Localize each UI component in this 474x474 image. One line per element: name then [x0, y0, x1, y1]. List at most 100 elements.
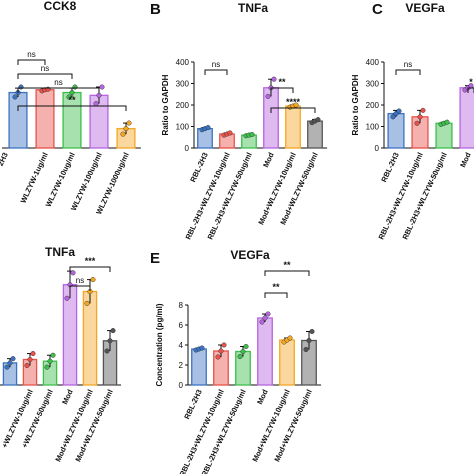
data-point — [271, 76, 277, 82]
data-point — [265, 311, 271, 317]
significance-bracket — [264, 292, 288, 298]
chart-title: VEGFa — [405, 1, 445, 15]
data-point — [390, 114, 396, 120]
data-point — [396, 108, 402, 114]
y-tick-label: 2 — [179, 361, 184, 370]
bar — [285, 105, 301, 149]
data-point — [27, 357, 33, 363]
y-axis-label: Concentration (pg/ml) — [155, 303, 164, 386]
panel-letter: B — [150, 1, 161, 18]
bar — [435, 122, 453, 149]
category-label: WLZYW-1ug/ml — [18, 151, 49, 205]
data-point — [47, 358, 53, 364]
data-point — [107, 338, 113, 344]
significance-bracket — [69, 285, 91, 291]
data-point — [84, 300, 90, 306]
bar — [307, 120, 323, 149]
data-point — [70, 270, 76, 276]
significance-label: ns — [54, 78, 62, 87]
chart-panel-1: CCK8WLZYW-1ug/mlWLZYW-10ug/mlWLZYW-100ug… — [0, 0, 141, 216]
y-tick-label: 400 — [366, 58, 380, 67]
bar — [191, 348, 207, 386]
bar — [459, 87, 474, 149]
significance-label: ** — [68, 95, 76, 105]
chart-title: VEGFa — [230, 248, 270, 262]
y-axis-label: Ratio to GAPDH — [351, 74, 360, 135]
data-point — [309, 329, 315, 335]
significance-label: ns — [41, 64, 49, 73]
data-point — [420, 107, 426, 113]
data-point — [50, 352, 56, 358]
bar — [257, 317, 273, 386]
significance-bracket — [264, 270, 310, 276]
category-label: RBL-2H3 — [182, 388, 204, 421]
significance-bracket — [395, 69, 421, 75]
category-label: Mod — [255, 388, 270, 406]
data-point — [90, 277, 96, 283]
bar — [8, 91, 28, 149]
category-label: RBL-2H3+WLZYW-50ug/ml — [205, 151, 253, 241]
y-tick-label: 200 — [366, 101, 380, 110]
y-tick-label: 0 — [185, 144, 190, 153]
significance-bracket — [17, 59, 46, 65]
chart-title: CCK8 — [44, 0, 77, 13]
data-point — [293, 102, 299, 108]
data-point — [199, 345, 205, 351]
y-tick-label: 200 — [176, 101, 190, 110]
y-tick-label: 8 — [179, 301, 184, 310]
category-label: RBL-2H3 — [188, 151, 210, 184]
data-point — [24, 362, 30, 368]
data-point — [417, 114, 423, 120]
data-point — [237, 354, 243, 360]
significance-label: *** — [85, 256, 96, 266]
category-label: Mod+WLZYW-50ug/ml — [73, 388, 114, 463]
data-point — [72, 84, 78, 90]
y-tick-label: 400 — [176, 58, 190, 67]
y-tick-label: 100 — [366, 123, 380, 132]
data-point — [69, 90, 75, 96]
data-point — [303, 347, 309, 353]
y-tick-label: 100 — [176, 123, 190, 132]
data-point — [315, 117, 321, 123]
significance-label: ns — [404, 60, 412, 69]
panel-letter: E — [150, 250, 160, 267]
y-tick-label: 4 — [179, 341, 184, 350]
y-tick-label: 0 — [179, 381, 184, 390]
data-point — [221, 342, 227, 348]
significance-bracket — [17, 73, 73, 79]
chart-panel-2: B TNFa 0 100 200 300 400 Ratio to GAPDH RBL-2H3R… — [150, 1, 328, 241]
category-label: RBL-2H3+WLZYW-10ug/ml — [376, 151, 424, 241]
data-point — [99, 84, 105, 90]
data-point — [249, 131, 255, 137]
significance-label: ns — [212, 60, 220, 69]
data-point — [259, 319, 265, 325]
data-point — [265, 93, 271, 99]
significance-label: ns — [76, 276, 84, 285]
y-axis-label: Ratio to GAPDH — [161, 74, 170, 135]
significance-label: ** — [278, 77, 286, 87]
data-point — [126, 120, 132, 126]
data-point — [12, 94, 18, 100]
bar — [279, 339, 295, 386]
data-point — [96, 92, 102, 98]
chart-panel-4: TNFa+WLZYW-10ug/ml+WLZYW-50ug/ml ModMod+W… — [0, 245, 121, 463]
chart-title: TNFa — [238, 1, 268, 15]
data-point — [44, 364, 50, 370]
y-tick-label: 300 — [366, 80, 380, 89]
significance-bracket — [17, 87, 100, 93]
bar — [82, 290, 98, 386]
data-point — [64, 295, 70, 301]
significance-label: ns — [27, 50, 35, 59]
data-point — [287, 335, 293, 341]
data-point — [243, 344, 249, 350]
data-point — [104, 348, 110, 354]
data-point — [66, 94, 72, 100]
chart-title: TNFa — [45, 245, 75, 259]
data-point — [10, 356, 16, 362]
significance-bracket — [270, 107, 316, 113]
significance-label: **** — [286, 97, 301, 107]
category-label: Mod — [458, 151, 473, 169]
data-point — [110, 328, 116, 334]
data-point — [444, 119, 450, 125]
